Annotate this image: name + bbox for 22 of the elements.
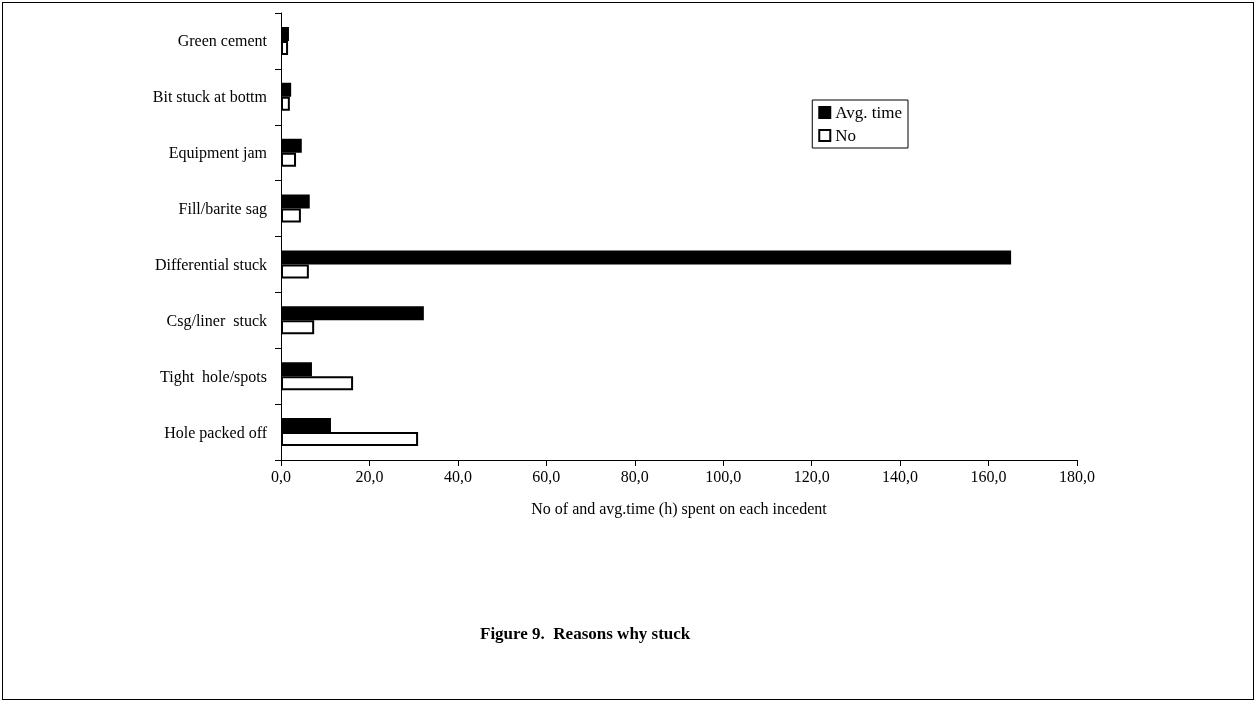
text: Figure 9. Reasons why stuck [480, 624, 691, 643]
x-tick-label: 60,0 [532, 467, 561, 485]
x-tick-label: 80,0 [620, 467, 649, 485]
x-tick-label: 140,0 [882, 467, 919, 485]
y-tick-label: Equipment jam [168, 144, 268, 163]
x-tick-label: 100,0 [705, 467, 742, 485]
x-tick-label: 160,0 [970, 467, 1007, 485]
x-tick-label: 0,0 [271, 467, 291, 485]
y-tick-label: Hole packed off [164, 423, 268, 442]
y-tick-label: Green cement [177, 32, 268, 50]
x-tick-label: 40,0 [443, 467, 472, 485]
legend-label: Avg. time [835, 103, 902, 122]
x-tick-label: 180,0 [1059, 467, 1095, 485]
x-tick-label: 120,0 [793, 467, 830, 485]
legend-label: No [835, 126, 857, 145]
y-tick-label: Differential stuck [154, 255, 267, 273]
x-tick-label: 20,0 [355, 467, 384, 485]
y-tick-label: Csg/liner stuck [166, 311, 267, 330]
y-tick-label: Fill/barite sag [178, 200, 267, 219]
x-axis-title: No of and avg.time (h) spent on each incedent [531, 499, 828, 518]
y-tick-label: Bit stuck at bottm [152, 88, 268, 106]
y-tick-label: Tight hole/spots [160, 367, 267, 386]
